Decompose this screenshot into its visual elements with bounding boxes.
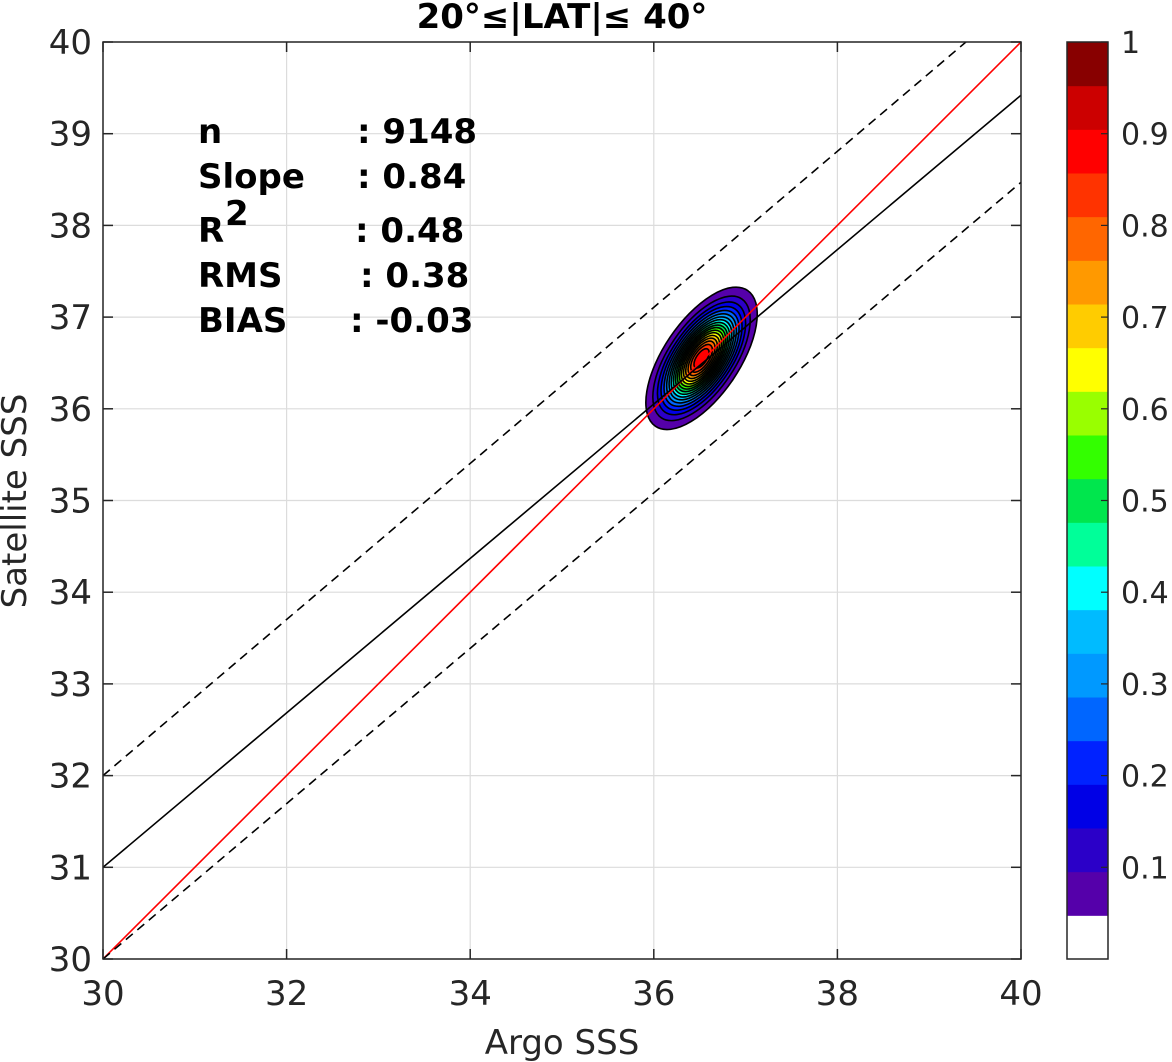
y-tick-label: 39 <box>49 115 92 155</box>
stat-value: : 0.48 <box>355 211 464 251</box>
x-tick-label: 34 <box>449 974 492 1014</box>
colorbar-tick-label: 0.1 <box>1121 851 1169 886</box>
y-tick-label: 38 <box>49 206 92 246</box>
colorbar-segment <box>1067 129 1108 174</box>
x-axis-label: Argo SSS <box>485 1023 640 1062</box>
y-tick-label: 30 <box>49 940 92 980</box>
stats-annotation: n : 9148 Slope : 0.84 R 2 : 0.48 RMS : 0.38 BIAS:… <box>198 112 477 341</box>
x-tick-label: 36 <box>632 974 675 1014</box>
chart-title: 20°≤|LAT|≤ 40° <box>417 0 708 37</box>
y-tick-label: 33 <box>49 665 92 705</box>
colorbar-tick-label: 0.5 <box>1121 485 1169 520</box>
axis-ticks: 30 32 34 36 38 40 30 31 32 33 34 35 36 37 38 39 40 <box>49 23 1043 1014</box>
colorbar-segment <box>1067 871 1108 916</box>
x-tick-label: 38 <box>816 974 859 1014</box>
colorbar: 0.1 0.2 0.3 0.4 0.5 0.6 0.7 0.8 0.9 1 <box>1066 26 1169 960</box>
colorbar-segment <box>1067 260 1108 305</box>
y-tick-label: 37 <box>49 298 92 338</box>
x-tick-label: 30 <box>81 974 124 1014</box>
colorbar-tick-label: 0.6 <box>1121 393 1169 428</box>
colorbar-tick-label: 0.4 <box>1121 576 1169 611</box>
x-tick-label: 32 <box>265 974 308 1014</box>
stat-value: : -0.03 <box>350 301 473 341</box>
stat-value: : 9148 <box>357 112 477 152</box>
colorbar-segment <box>1067 915 1108 960</box>
colorbar-segment <box>1067 391 1108 436</box>
colorbar-segment <box>1067 173 1108 218</box>
colorbar-tick-label: 1 <box>1121 26 1140 61</box>
y-tick-label: 40 <box>49 23 92 63</box>
colorbar-segment <box>1067 522 1108 567</box>
colorbar-segment <box>1067 435 1108 480</box>
y-tick-label: 34 <box>49 573 92 613</box>
colorbar-segment <box>1067 784 1108 829</box>
colorbar-segment <box>1067 42 1108 87</box>
stat-value: : 0.84 <box>357 157 466 197</box>
colorbar-tick-label: 0.3 <box>1121 668 1169 703</box>
colorbar-segment <box>1067 304 1108 349</box>
colorbar-segment <box>1067 609 1108 654</box>
colorbar-segment <box>1067 828 1108 873</box>
x-tick-label: 40 <box>999 974 1042 1014</box>
colorbar-tick-label: 0.2 <box>1121 760 1169 795</box>
y-axis-label: Satellite SSS <box>0 394 35 609</box>
colorbar-segment <box>1067 740 1108 785</box>
one-to-one-line <box>103 42 1021 959</box>
stat-key: RMS <box>198 256 283 296</box>
upper-bound-line <box>103 42 967 777</box>
y-tick-label: 36 <box>49 390 92 430</box>
lower-bound-line <box>103 181 1021 959</box>
stat-key: R <box>198 211 224 251</box>
colorbar-tick-label: 0.9 <box>1121 118 1169 153</box>
y-tick-label: 32 <box>49 757 92 797</box>
stat-key: BIAS <box>198 301 287 341</box>
reference-lines <box>103 42 1021 959</box>
y-tick-label: 31 <box>49 848 92 888</box>
stat-value: : 0.38 <box>360 256 469 296</box>
colorbar-tick-label: 0.8 <box>1121 209 1169 244</box>
colorbar-segment <box>1067 85 1108 130</box>
y-tick-label: 35 <box>49 482 92 522</box>
regression-line <box>103 94 1021 868</box>
colorbar-segment <box>1067 697 1108 742</box>
colorbar-segment <box>1067 347 1108 392</box>
colorbar-segment <box>1067 653 1108 698</box>
colorbar-segment <box>1067 216 1108 261</box>
colorbar-segment <box>1067 566 1108 611</box>
stat-key: n <box>198 112 222 152</box>
stat-key: Slope <box>198 157 305 197</box>
colorbar-tick-label: 0.7 <box>1121 301 1169 336</box>
stat-key-superscript: 2 <box>225 194 249 234</box>
